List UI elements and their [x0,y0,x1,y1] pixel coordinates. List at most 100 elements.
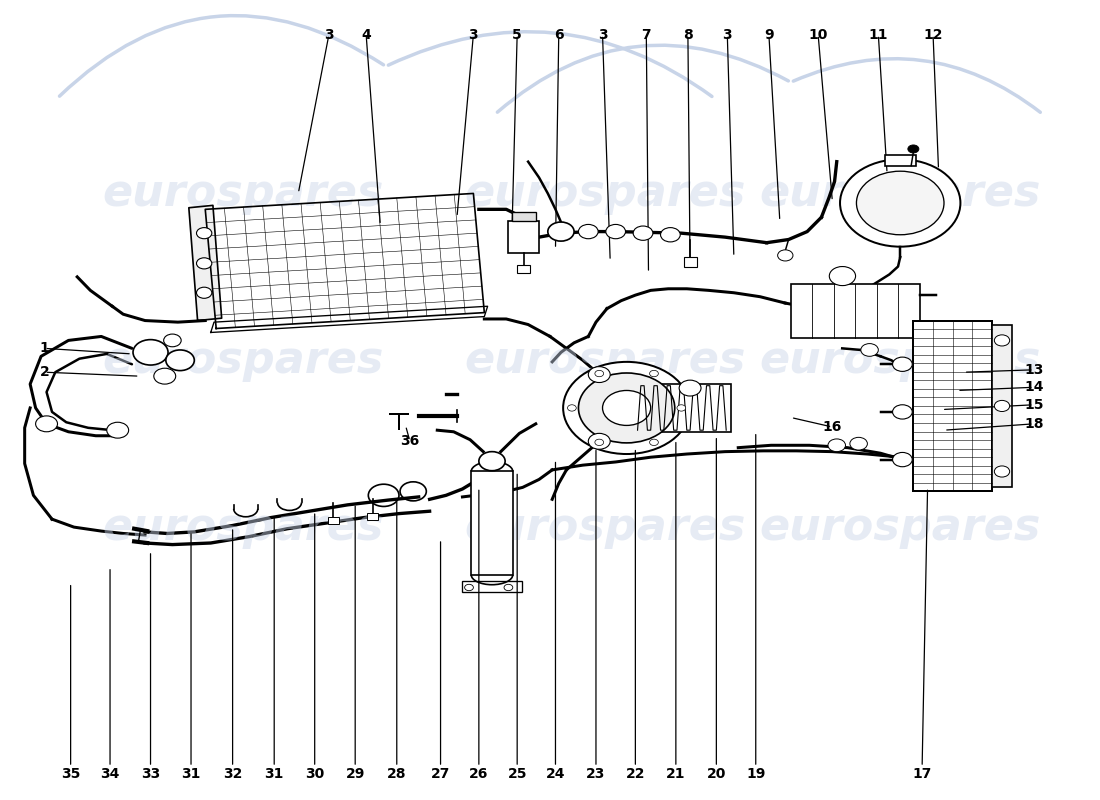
Circle shape [579,373,674,443]
Bar [471,471,513,574]
Circle shape [588,366,610,382]
Bar [517,265,530,273]
Text: 31: 31 [182,767,200,781]
Text: 12: 12 [923,27,943,42]
Text: 15: 15 [1024,398,1044,412]
Bar [462,581,521,592]
Text: eurospares: eurospares [759,172,1041,215]
Text: 23: 23 [586,767,606,781]
Circle shape [676,405,685,411]
Circle shape [650,439,658,446]
Circle shape [563,362,690,454]
Text: eurospares: eurospares [103,506,384,549]
Circle shape [579,225,598,238]
Text: eurospares: eurospares [103,172,384,215]
Text: 17: 17 [912,767,932,781]
Circle shape [857,171,944,234]
Text: 1: 1 [40,342,49,355]
Polygon shape [189,206,222,321]
Text: 3: 3 [597,27,607,42]
Circle shape [595,370,604,377]
Circle shape [634,226,653,240]
Circle shape [650,370,658,377]
Text: 29: 29 [345,767,365,781]
Text: eurospares: eurospares [759,338,1041,382]
Circle shape [154,368,176,384]
Circle shape [197,287,212,298]
Bar [367,513,378,520]
Bar [328,517,339,524]
Text: 4: 4 [361,27,371,42]
Text: 20: 20 [706,767,726,781]
Circle shape [994,335,1010,346]
Bar [791,284,920,338]
Circle shape [850,438,868,450]
Text: 3: 3 [723,27,733,42]
Circle shape [568,405,576,411]
Circle shape [861,343,878,356]
Text: 2: 2 [40,365,49,379]
Text: eurospares: eurospares [464,338,746,382]
Circle shape [828,439,846,452]
Circle shape [892,405,912,419]
Circle shape [603,390,651,426]
Circle shape [606,225,626,238]
Circle shape [197,228,212,238]
Text: 22: 22 [626,767,645,781]
Circle shape [994,466,1010,477]
Text: 8: 8 [683,27,693,42]
Circle shape [892,357,912,371]
Text: 25: 25 [507,767,527,781]
Circle shape [778,250,793,261]
Text: 32: 32 [223,767,242,781]
Circle shape [548,222,574,241]
Bar [632,384,730,432]
Text: eurospares: eurospares [103,338,384,382]
Circle shape [107,422,129,438]
Circle shape [679,380,701,396]
Text: eurospares: eurospares [464,172,746,215]
Bar [884,154,915,166]
Text: 36: 36 [400,434,419,448]
Text: 11: 11 [869,27,888,42]
Circle shape [133,340,168,365]
Circle shape [164,334,182,346]
Text: 19: 19 [746,767,766,781]
Circle shape [588,434,610,450]
Text: 14: 14 [1024,380,1044,394]
Text: 7: 7 [641,27,651,42]
Text: 30: 30 [305,767,324,781]
Circle shape [197,258,212,269]
Text: 24: 24 [546,767,565,781]
Text: 9: 9 [764,27,773,42]
Bar [508,222,539,253]
Circle shape [892,453,912,466]
Bar [512,212,536,222]
Circle shape [464,584,473,590]
Circle shape [994,400,1010,411]
Text: 5: 5 [513,27,522,42]
Circle shape [829,266,856,286]
Text: 33: 33 [141,767,161,781]
Text: 34: 34 [100,767,120,781]
Circle shape [35,416,57,432]
Text: 26: 26 [470,767,488,781]
Circle shape [478,452,505,470]
Circle shape [660,228,680,242]
Text: 21: 21 [667,767,685,781]
Text: 13: 13 [1024,363,1044,377]
Text: 28: 28 [387,767,407,781]
Text: 3: 3 [469,27,478,42]
Text: 31: 31 [264,767,284,781]
Text: 16: 16 [823,420,843,434]
Text: eurospares: eurospares [464,506,746,549]
Text: 6: 6 [554,27,563,42]
Bar [913,321,992,491]
Text: 18: 18 [1024,417,1044,431]
Circle shape [504,584,513,590]
Bar [992,325,1012,487]
Circle shape [595,439,604,446]
Text: eurospares: eurospares [759,506,1041,549]
Text: 3: 3 [324,27,333,42]
Text: 10: 10 [808,27,828,42]
